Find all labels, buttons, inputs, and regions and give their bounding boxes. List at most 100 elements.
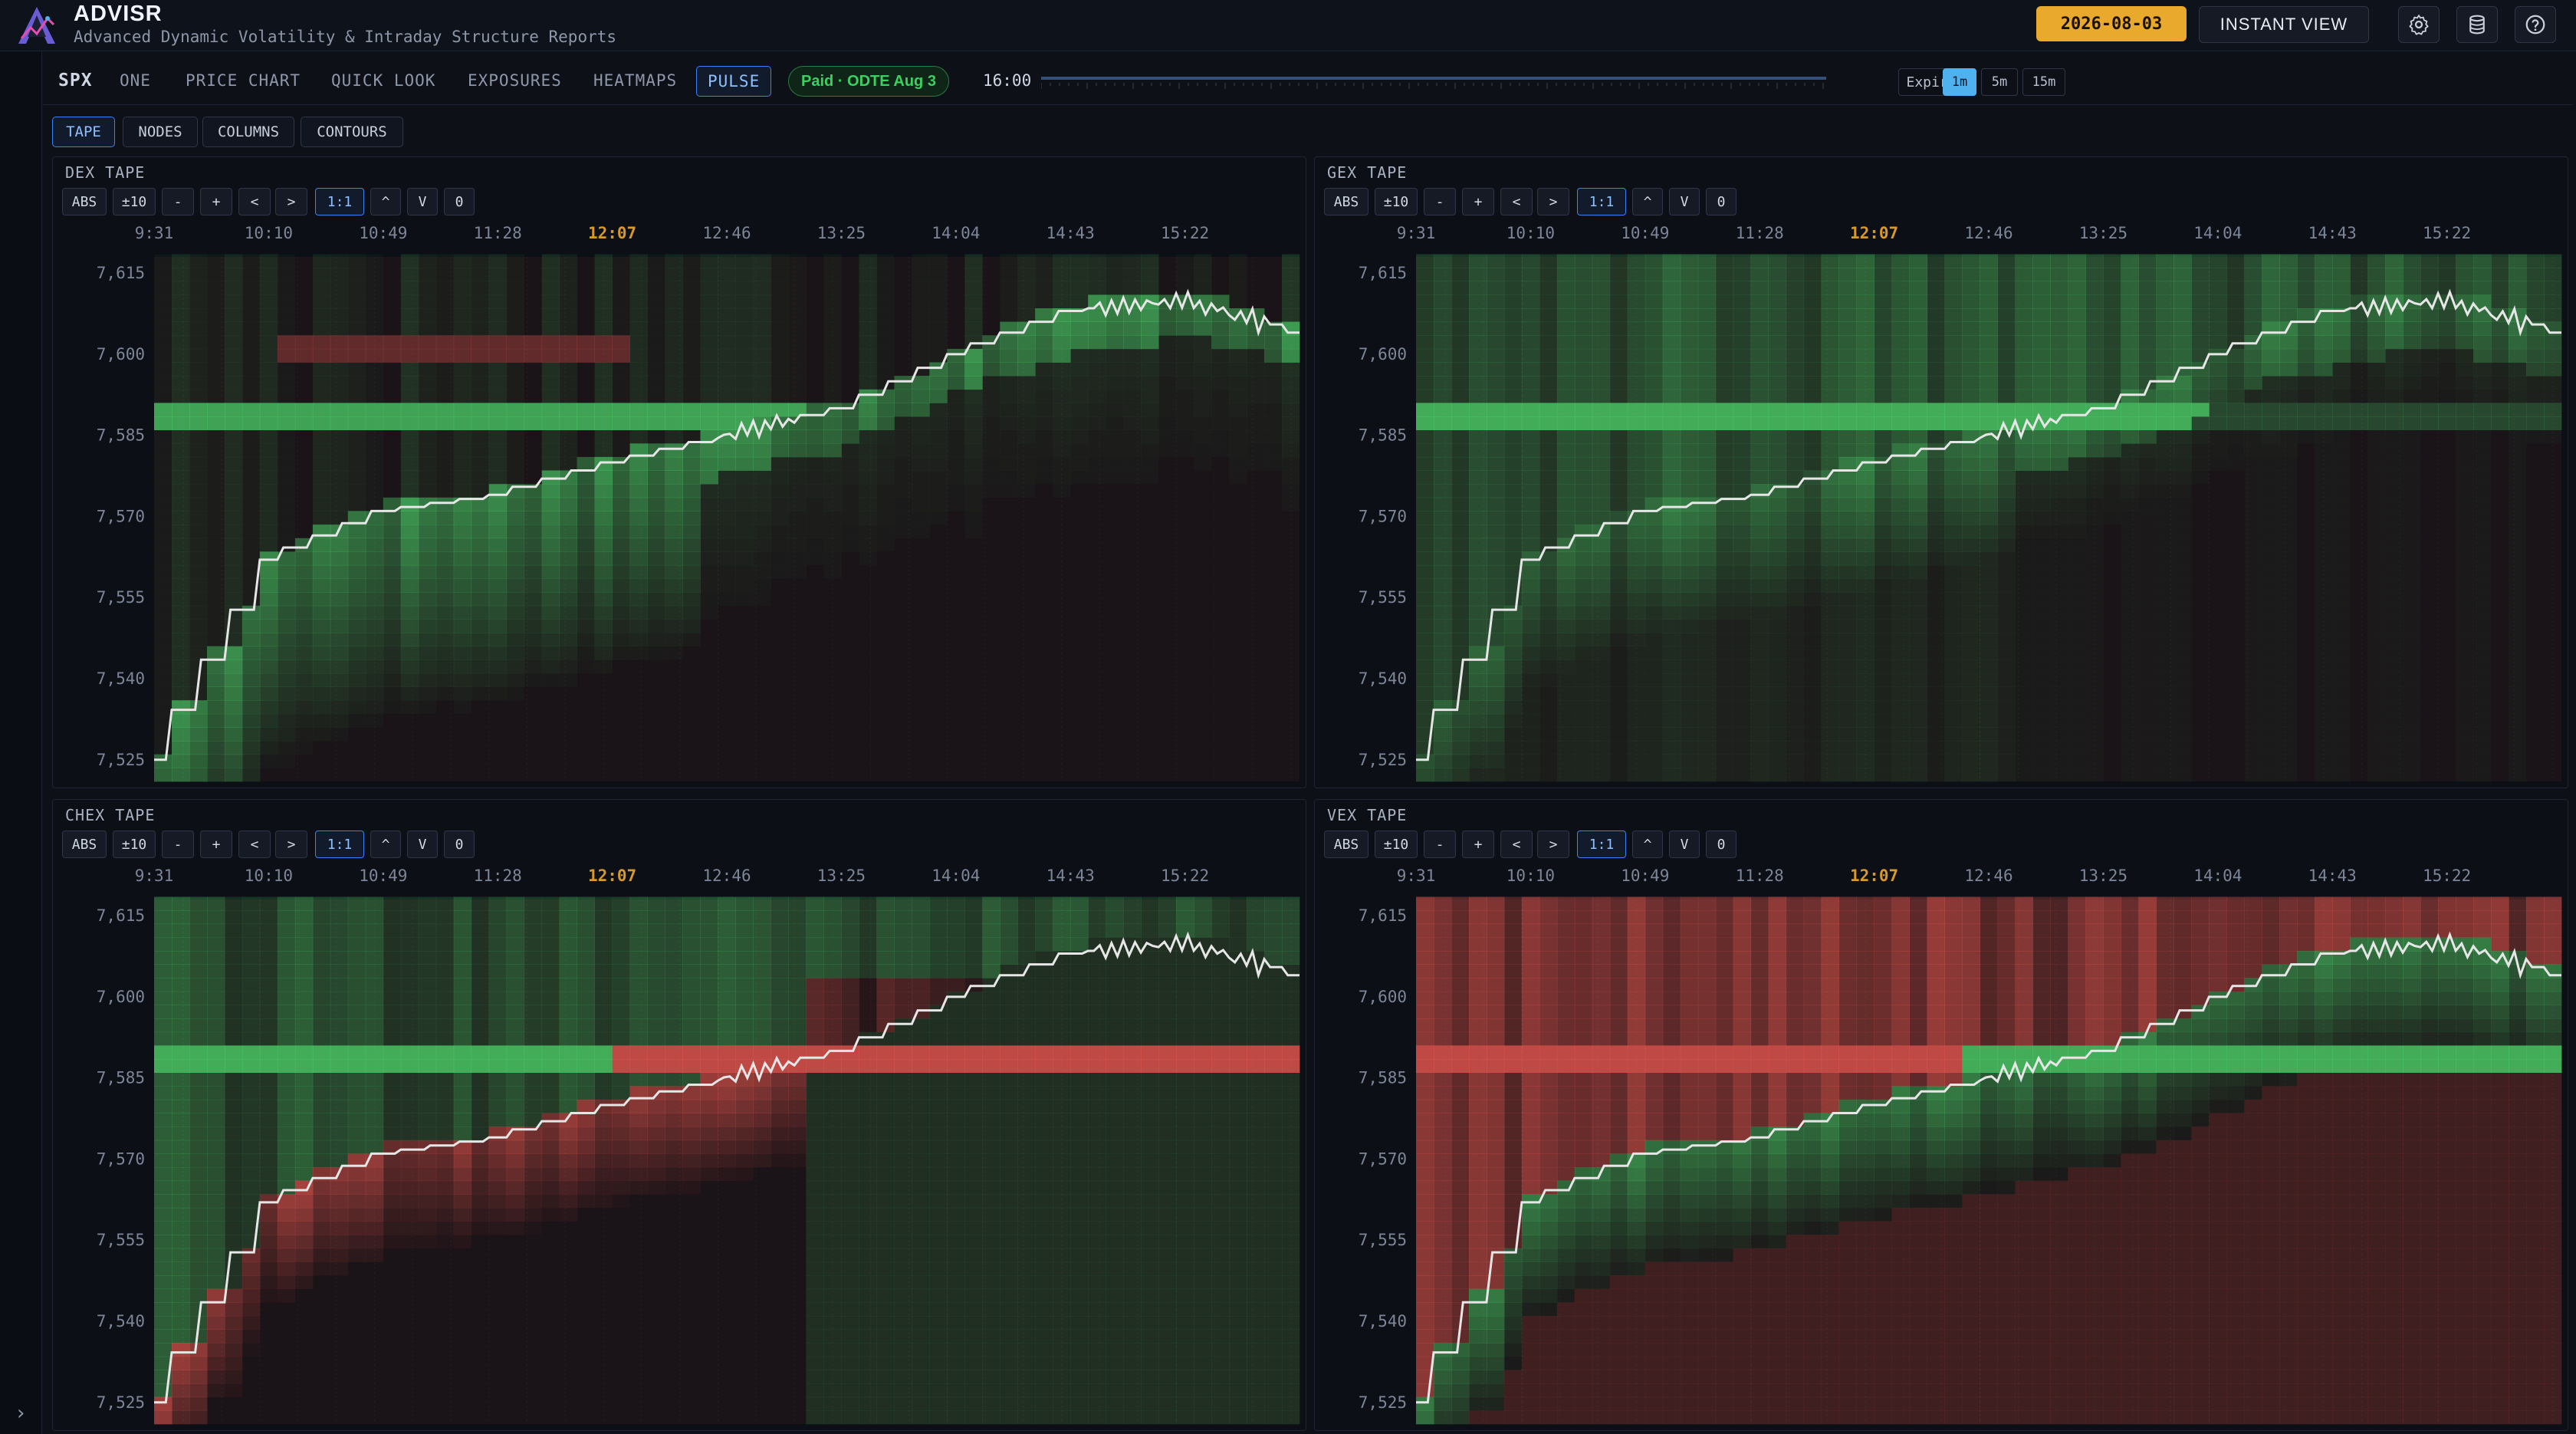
plus-button[interactable]: + bbox=[1462, 830, 1494, 858]
abs-button[interactable]: ABS bbox=[62, 188, 107, 215]
plot-area bbox=[154, 900, 1300, 1424]
y-tick-label: 7,585 bbox=[1359, 426, 1407, 445]
x-tick-label: 13:25 bbox=[817, 867, 866, 885]
session-status-badge: Paid · ODTE Aug 3 bbox=[788, 66, 949, 97]
ratio-button[interactable]: 1:1 bbox=[1577, 188, 1626, 215]
x-tick-label: 13:25 bbox=[2079, 224, 2128, 242]
subtab-columns[interactable]: COLUMNS bbox=[202, 117, 294, 147]
y-tick-label: 7,540 bbox=[1359, 1312, 1407, 1330]
resolution-1m-button[interactable]: 1m bbox=[1943, 68, 1976, 96]
nav-item-heatmaps[interactable]: HEATMAPS bbox=[593, 71, 678, 90]
y-tick-label: 7,540 bbox=[1359, 669, 1407, 688]
plus-button[interactable]: + bbox=[200, 188, 232, 215]
subtab-nodes[interactable]: NODES bbox=[123, 117, 198, 147]
instant-view-button[interactable]: INSTANT VIEW bbox=[2199, 6, 2369, 43]
time-slider-ticks bbox=[1041, 83, 1824, 89]
y-tick-label: 7,555 bbox=[1359, 1231, 1407, 1249]
symbol-label[interactable]: SPX bbox=[58, 71, 93, 90]
time-slider[interactable] bbox=[1041, 69, 1826, 92]
settings-button[interactable] bbox=[2398, 6, 2440, 43]
nav-bar: SPX ONE PRICE CHART QUICK LOOK EXPOSURES… bbox=[43, 55, 2573, 105]
resolution-15m-button[interactable]: 15m bbox=[2022, 68, 2065, 96]
reset-button[interactable]: 0 bbox=[1706, 830, 1737, 858]
next-button[interactable]: > bbox=[275, 188, 307, 215]
x-tick-label: 12:07 bbox=[588, 224, 636, 242]
ratio-button[interactable]: 1:1 bbox=[315, 830, 364, 858]
plot-area bbox=[1416, 257, 2561, 781]
x-tick-label: 13:25 bbox=[2079, 867, 2128, 885]
down-button[interactable]: V bbox=[407, 188, 438, 215]
help-icon bbox=[2525, 15, 2545, 35]
range-button[interactable]: ±10 bbox=[1375, 188, 1418, 215]
minus-button[interactable]: - bbox=[1424, 830, 1456, 858]
reset-button[interactable]: 0 bbox=[444, 830, 475, 858]
database-button[interactable] bbox=[2456, 6, 2498, 43]
minus-button[interactable]: - bbox=[162, 188, 194, 215]
y-tick-label: 7,615 bbox=[1359, 264, 1407, 282]
abs-button[interactable]: ABS bbox=[1324, 830, 1368, 858]
chevron-right-icon[interactable]: › bbox=[15, 1402, 27, 1425]
y-tick-label: 7,615 bbox=[97, 906, 145, 925]
x-tick-label: 12:46 bbox=[1964, 224, 2013, 242]
plus-button[interactable]: + bbox=[1462, 188, 1494, 215]
y-tick-label: 7,570 bbox=[97, 507, 145, 525]
subtab-contours[interactable]: CONTOURS bbox=[301, 117, 403, 147]
y-tick-label: 7,615 bbox=[97, 264, 145, 282]
time-gridlines bbox=[182, 257, 1292, 781]
range-button[interactable]: ±10 bbox=[113, 188, 156, 215]
nav-item-one[interactable]: ONE bbox=[120, 71, 151, 90]
abs-button[interactable]: ABS bbox=[62, 830, 107, 858]
x-tick-label: 12:07 bbox=[1850, 867, 1898, 885]
heatmap-chart[interactable]: 9:31 10:10 10:49 11:28 12:07 12:46 13:25 14:04 1… bbox=[53, 864, 1306, 1427]
time-label: 16:00 bbox=[983, 71, 1032, 90]
prev-button[interactable]: < bbox=[238, 188, 271, 215]
minus-button[interactable]: - bbox=[162, 830, 194, 858]
range-button[interactable]: ±10 bbox=[1375, 830, 1418, 858]
app-title: ADVISR bbox=[74, 2, 163, 26]
y-tick-label: 7,600 bbox=[1359, 988, 1407, 1006]
database-icon bbox=[2469, 15, 2485, 35]
prev-button[interactable]: < bbox=[238, 830, 271, 858]
nav-item-exposures[interactable]: EXPOSURES bbox=[468, 71, 562, 90]
subtab-tape[interactable]: TAPE bbox=[52, 117, 115, 147]
up-button[interactable]: ^ bbox=[1632, 830, 1663, 858]
chex-tape-panel: CHEX TAPE ABS ±10- + < >1:1 ^ V 0 9:31 10:10 10:49 1… bbox=[52, 799, 1306, 1431]
ratio-button[interactable]: 1:1 bbox=[1577, 830, 1626, 858]
heatmap-chart[interactable]: 9:31 10:10 10:49 11:28 12:07 12:46 13:25 14:04 1… bbox=[53, 222, 1306, 784]
x-tick-label: 10:10 bbox=[1506, 224, 1555, 242]
prev-button[interactable]: < bbox=[1500, 188, 1533, 215]
up-button[interactable]: ^ bbox=[370, 830, 401, 858]
reset-button[interactable]: 0 bbox=[1706, 188, 1737, 215]
minus-button[interactable]: - bbox=[1424, 188, 1456, 215]
panel-title: CHEX TAPE bbox=[65, 806, 156, 824]
left-rail: › bbox=[0, 0, 42, 1434]
y-tick-label: 7,600 bbox=[97, 345, 145, 363]
next-button[interactable]: > bbox=[1537, 188, 1569, 215]
heatmap-chart[interactable]: 9:31 10:10 10:49 11:28 12:07 12:46 13:25 14:04 1… bbox=[1315, 222, 2568, 784]
nav-item-price-chart[interactable]: PRICE CHART bbox=[186, 71, 301, 90]
resolution-5m-button[interactable]: 5m bbox=[1981, 68, 2018, 96]
reset-button[interactable]: 0 bbox=[444, 188, 475, 215]
nav-item-pulse[interactable]: PULSE bbox=[696, 66, 772, 97]
panel-title: DEX TAPE bbox=[65, 163, 146, 182]
heatmap-chart[interactable]: 9:31 10:10 10:49 11:28 12:07 12:46 13:25 14:04 1… bbox=[1315, 864, 2568, 1427]
next-button[interactable]: > bbox=[1537, 830, 1569, 858]
y-tick-label: 7,570 bbox=[1359, 507, 1407, 525]
help-button[interactable] bbox=[2515, 6, 2556, 43]
up-button[interactable]: ^ bbox=[1632, 188, 1663, 215]
up-button[interactable]: ^ bbox=[370, 188, 401, 215]
prev-button[interactable]: < bbox=[1500, 830, 1533, 858]
range-button[interactable]: ±10 bbox=[113, 830, 156, 858]
gex-tape-panel: GEX TAPE ABS ±10- + < >1:1 ^ V 0 9:31 10:10 10:49 11… bbox=[1314, 156, 2568, 788]
down-button[interactable]: V bbox=[1669, 188, 1700, 215]
gear-icon bbox=[2409, 15, 2429, 35]
nav-item-quick-look[interactable]: QUICK LOOK bbox=[331, 71, 436, 90]
plus-button[interactable]: + bbox=[200, 830, 232, 858]
ratio-button[interactable]: 1:1 bbox=[315, 188, 364, 215]
next-button[interactable]: > bbox=[275, 830, 307, 858]
date-picker-button[interactable]: 2026-08-03 bbox=[2036, 6, 2187, 41]
abs-button[interactable]: ABS bbox=[1324, 188, 1368, 215]
down-button[interactable]: V bbox=[407, 830, 438, 858]
x-tick-label: 11:28 bbox=[474, 224, 522, 242]
down-button[interactable]: V bbox=[1669, 830, 1700, 858]
